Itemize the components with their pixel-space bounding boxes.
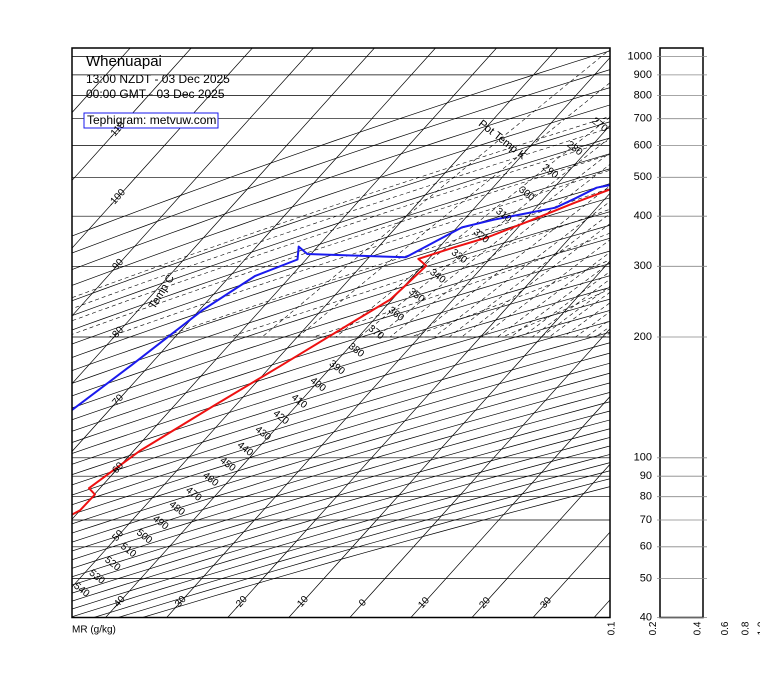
isentrope [72, 69, 610, 254]
isentrope [72, 104, 610, 286]
subtitle: 00:00 GMT - 03 Dec 2025 [86, 87, 225, 101]
y-tick-label: 800 [634, 89, 652, 101]
isotherm-label: 0 [357, 597, 369, 609]
isentrope [72, 331, 610, 496]
isentrope [72, 392, 610, 552]
isentrope [72, 121, 610, 302]
isentrope [72, 445, 610, 602]
isentrope [93, 470, 610, 618]
y-tick-label: 500 [634, 171, 652, 183]
isotherm [72, 48, 375, 385]
isentrope [72, 50, 610, 237]
isotherm [105, 57, 610, 618]
subtitle: 13:00 NZDT - 03 Dec 2025 [86, 72, 230, 86]
isentrope [72, 382, 610, 543]
isentrope [72, 237, 610, 409]
diagram-frame [71, 47, 611, 619]
isentrope [72, 437, 610, 594]
mixing-ratio-line [497, 251, 610, 338]
mixing-ratio-label: 0.4 [693, 621, 704, 635]
y-tick-label: 70 [640, 514, 652, 526]
isentrope [72, 462, 610, 618]
isentrope [72, 211, 610, 384]
isentrope [72, 454, 610, 610]
isentrope [72, 183, 610, 358]
isotherm [288, 260, 610, 618]
isentrope [72, 275, 610, 443]
isotherm [72, 48, 558, 588]
profile-line [72, 188, 610, 516]
mr-axis-label: MR (g/kg) [72, 625, 116, 636]
y-tick-label: 90 [640, 470, 652, 482]
mixing-ratio-line [389, 163, 610, 338]
mixing-ratio-label: 0.2 [648, 621, 659, 635]
isentrope [72, 224, 610, 397]
annotation-box [83, 112, 219, 129]
isotherm [410, 396, 610, 618]
isotherm [72, 48, 314, 317]
isotherm [72, 48, 192, 181]
isotherm [471, 463, 610, 618]
y-tick-label: 700 [634, 113, 652, 125]
moist-adiabat [72, 127, 610, 309]
isentrope [72, 372, 610, 534]
isentrope [72, 428, 610, 586]
mixing-ratio-label: 0.1 [607, 621, 618, 635]
isotherm [72, 48, 436, 452]
moist-adiabat [313, 232, 610, 338]
isentrope [72, 310, 610, 476]
mixing-ratio-label: 0.6 [720, 621, 731, 635]
isotherm [72, 48, 497, 520]
isotherm [72, 48, 253, 249]
y-tick-label: 400 [634, 210, 652, 222]
isentrope [72, 263, 610, 432]
isentrope [72, 419, 610, 578]
moist-adiabat [72, 140, 610, 322]
mixing-ratio-label: 1.0 [757, 621, 760, 635]
isentrope [142, 486, 610, 618]
isentrope [118, 478, 610, 618]
isentrope [72, 298, 610, 465]
mixing-ratio-line [449, 213, 610, 338]
mixing-ratio-line [297, 82, 610, 338]
isentrope [72, 87, 610, 270]
isentrope [72, 168, 610, 345]
isentrope [72, 410, 610, 569]
mixing-ratio-line [359, 137, 610, 338]
y-tick-label: 1000 [628, 50, 652, 62]
mixing-ratio-line [510, 262, 610, 338]
y-tick-label: 40 [640, 611, 652, 623]
profile-line [72, 184, 610, 412]
isentrope [72, 401, 610, 561]
isotherm [227, 192, 610, 618]
y-tick-label: 100 [634, 452, 652, 464]
mixing-ratio-label: 0.8 [740, 621, 751, 635]
y-tick-label: 600 [634, 139, 652, 151]
profiles [72, 184, 610, 516]
y-tick-label: 80 [640, 491, 652, 503]
chart-title: Whenuapai [86, 53, 162, 70]
mixing-ratio-line [335, 116, 610, 338]
y-tick-label: 300 [634, 260, 652, 272]
moist-adiabat [72, 154, 610, 335]
y-tick-label: 60 [640, 541, 652, 553]
mixing-ratio-line [461, 223, 610, 338]
y-tick-label: 900 [634, 69, 652, 81]
y-tick-label: 50 [640, 573, 652, 585]
mixing-ratio-line [261, 49, 610, 338]
annotation: Tephigram: metvuw.com [87, 113, 216, 127]
isotherm [349, 328, 610, 618]
isentrope [72, 287, 610, 454]
y-tick-label: 200 [634, 331, 652, 343]
mixing-ratio-line [434, 201, 610, 338]
isentrope [72, 137, 610, 316]
mixing-ratio-line [540, 285, 610, 338]
isentrope [72, 362, 610, 525]
isentrope [72, 197, 610, 371]
